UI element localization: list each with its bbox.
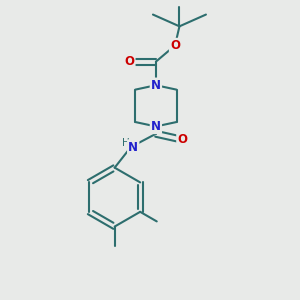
Text: O: O (177, 133, 188, 146)
Text: N: N (151, 79, 161, 92)
Text: H: H (122, 138, 129, 148)
Text: O: O (124, 55, 134, 68)
Text: N: N (151, 120, 161, 133)
Text: N: N (128, 141, 138, 154)
Text: O: O (170, 39, 180, 52)
